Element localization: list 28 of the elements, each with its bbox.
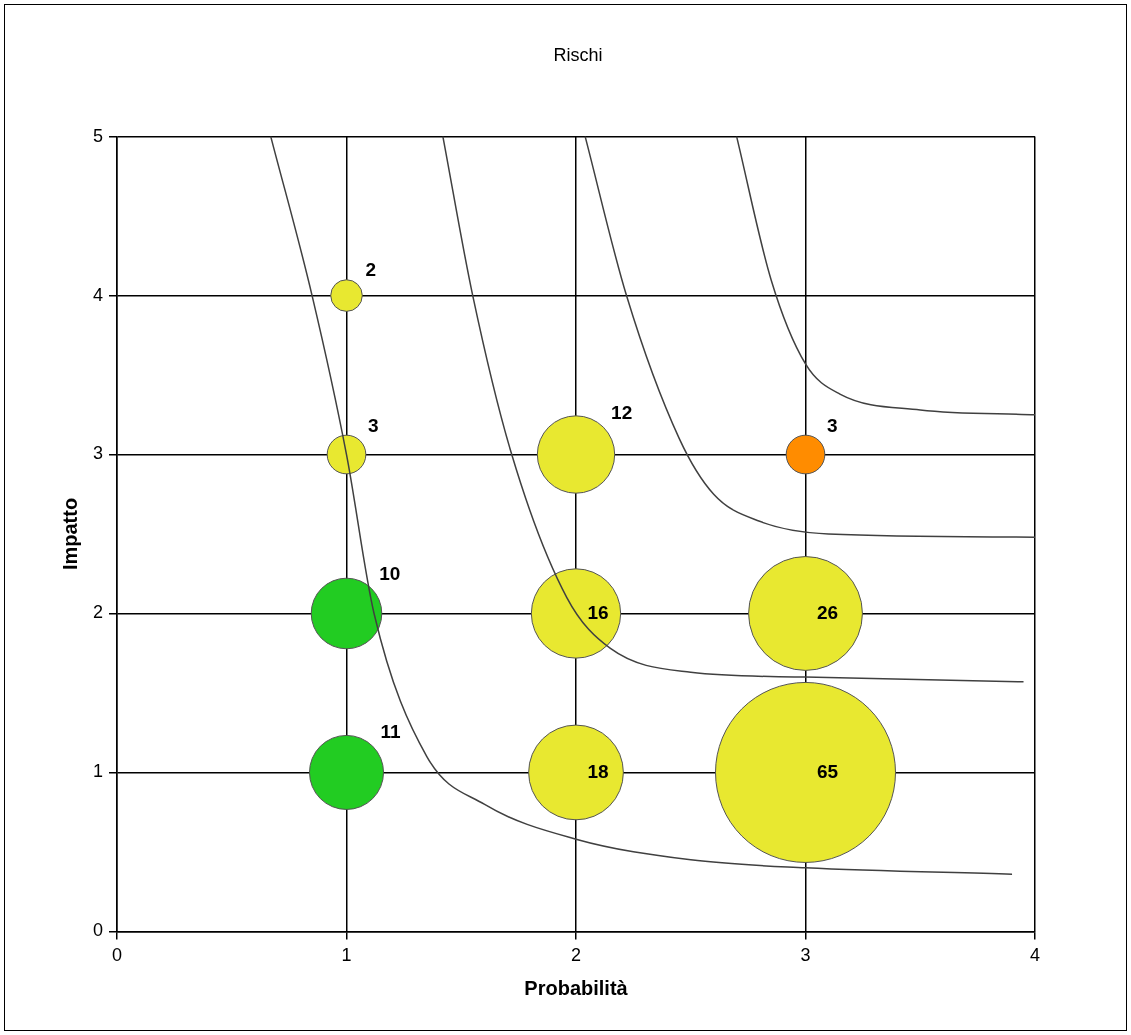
line-series <box>735 135 1036 416</box>
data-label: 18 <box>587 760 609 782</box>
x-tick-label: 1 <box>341 945 352 966</box>
y-tick-label: 5 <box>93 125 104 146</box>
x-tick-label: 0 <box>112 945 123 966</box>
data-label: 65 <box>816 760 839 782</box>
y-tick-label: 0 <box>93 920 104 941</box>
x-tick-label: 3 <box>800 945 811 966</box>
chart-title: Rischi <box>553 44 603 65</box>
data-label: 10 <box>379 563 401 584</box>
data-label: 3 <box>368 415 379 437</box>
line-series <box>442 135 1025 683</box>
data-label: 11 <box>380 720 401 742</box>
x-tick-label: 4 <box>1029 945 1041 966</box>
y-tick-label: 1 <box>93 761 104 782</box>
y-axis-title: Impatto <box>58 497 81 571</box>
data-label: 2 <box>365 258 377 280</box>
y-tick-label: 2 <box>93 602 104 623</box>
x-tick-label: 2 <box>571 945 582 966</box>
line-series <box>270 135 1013 875</box>
data-label: 3 <box>827 415 838 437</box>
data-label: 16 <box>587 601 609 623</box>
line-series <box>584 135 1036 538</box>
data-label: 26 <box>816 601 839 623</box>
y-tick-label: 3 <box>93 443 104 464</box>
x-axis-title: Probabilità <box>524 976 629 999</box>
y-tick-label: 4 <box>93 284 104 305</box>
data-label: 12 <box>611 401 633 423</box>
